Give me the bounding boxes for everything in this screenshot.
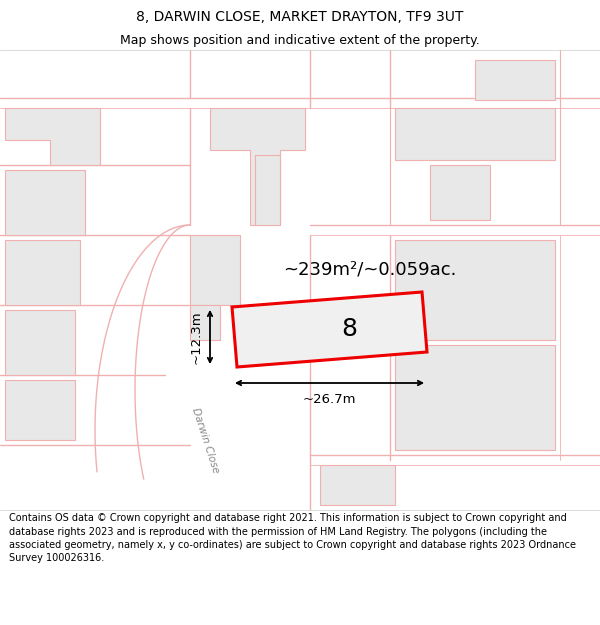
Polygon shape bbox=[5, 108, 100, 165]
Polygon shape bbox=[475, 60, 555, 100]
Text: ~239m²/~0.059ac.: ~239m²/~0.059ac. bbox=[283, 260, 457, 278]
Polygon shape bbox=[232, 292, 427, 367]
Polygon shape bbox=[430, 165, 490, 220]
Polygon shape bbox=[395, 108, 555, 160]
Text: Map shows position and indicative extent of the property.: Map shows position and indicative extent… bbox=[120, 34, 480, 47]
Polygon shape bbox=[5, 380, 75, 440]
Polygon shape bbox=[210, 108, 305, 225]
Text: Darwin Close: Darwin Close bbox=[190, 406, 220, 474]
Polygon shape bbox=[5, 170, 85, 235]
Text: ~12.3m: ~12.3m bbox=[190, 310, 203, 364]
Polygon shape bbox=[5, 310, 75, 375]
Polygon shape bbox=[190, 235, 240, 305]
Text: 8, DARWIN CLOSE, MARKET DRAYTON, TF9 3UT: 8, DARWIN CLOSE, MARKET DRAYTON, TF9 3UT bbox=[136, 10, 464, 24]
Text: 8: 8 bbox=[341, 318, 358, 341]
Polygon shape bbox=[255, 155, 280, 225]
Polygon shape bbox=[5, 240, 80, 305]
Text: Contains OS data © Crown copyright and database right 2021. This information is : Contains OS data © Crown copyright and d… bbox=[9, 514, 576, 563]
Polygon shape bbox=[395, 345, 555, 450]
Text: ~26.7m: ~26.7m bbox=[303, 393, 356, 406]
Polygon shape bbox=[395, 240, 555, 340]
Polygon shape bbox=[320, 465, 395, 505]
Polygon shape bbox=[190, 305, 220, 340]
